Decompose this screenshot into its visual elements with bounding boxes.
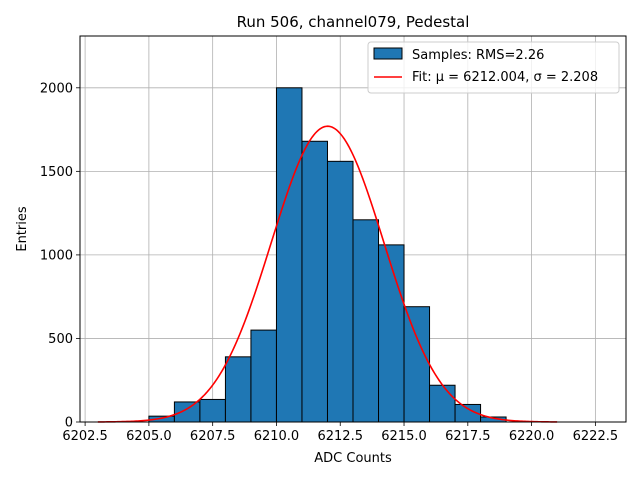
- axis-ticks: 6202.5 6205.0 6207.5 6210.0 6212.5 6215.0 6217…: [40, 81, 618, 444]
- legend-hist-label: Samples: RMS=2.26: [412, 48, 544, 63]
- histogram-bar: [326, 160, 354, 423]
- histogram-bar: [173, 401, 201, 423]
- x-axis-label: ADC Counts: [314, 451, 392, 466]
- histogram-bar: [250, 329, 277, 423]
- x-tick-label: 6202.5: [62, 429, 108, 444]
- y-tick-label: 0: [65, 416, 73, 431]
- fit-curve-layer: [97, 125, 558, 423]
- y-tick-label: 1500: [40, 165, 73, 180]
- x-tick-label: 6210.0: [254, 429, 300, 444]
- histogram-bar: [301, 140, 328, 423]
- chart-title: Run 506, channel079, Pedestal: [237, 13, 470, 31]
- x-tick-label: 6207.5: [190, 429, 236, 444]
- histogram-bar: [275, 87, 303, 423]
- legend-fit-label: Fit: μ = 6212.004, σ = 2.208: [412, 70, 598, 85]
- gaussian-fit-line: [97, 125, 558, 423]
- plot-frame: [79, 35, 627, 423]
- y-tick-label: 500: [48, 332, 73, 347]
- histogram-bar: [378, 244, 405, 423]
- x-tick-label: 6222.5: [573, 429, 619, 444]
- legend: Samples: RMS=2.26 Fit: μ = 6212.004, σ =…: [367, 41, 620, 94]
- legend-hist-swatch: [373, 47, 403, 60]
- histogram-bar: [199, 398, 226, 423]
- histogram-bar: [403, 306, 431, 423]
- x-tick-label: 6217.5: [445, 429, 491, 444]
- y-axis-label: Entries: [15, 206, 30, 252]
- histogram-bar: [352, 219, 380, 423]
- legend-box: [367, 41, 620, 94]
- y-tick-label: 1000: [40, 248, 73, 263]
- histogram-bar: [224, 356, 252, 423]
- histogram-bar: [429, 384, 456, 423]
- x-tick-label: 6220.0: [509, 429, 555, 444]
- x-tick-label: 6205.0: [126, 429, 172, 444]
- histogram-bars: [148, 87, 507, 423]
- x-tick-label: 6212.5: [317, 429, 363, 444]
- x-tick-label: 6215.0: [381, 429, 427, 444]
- y-tick-label: 2000: [40, 81, 73, 96]
